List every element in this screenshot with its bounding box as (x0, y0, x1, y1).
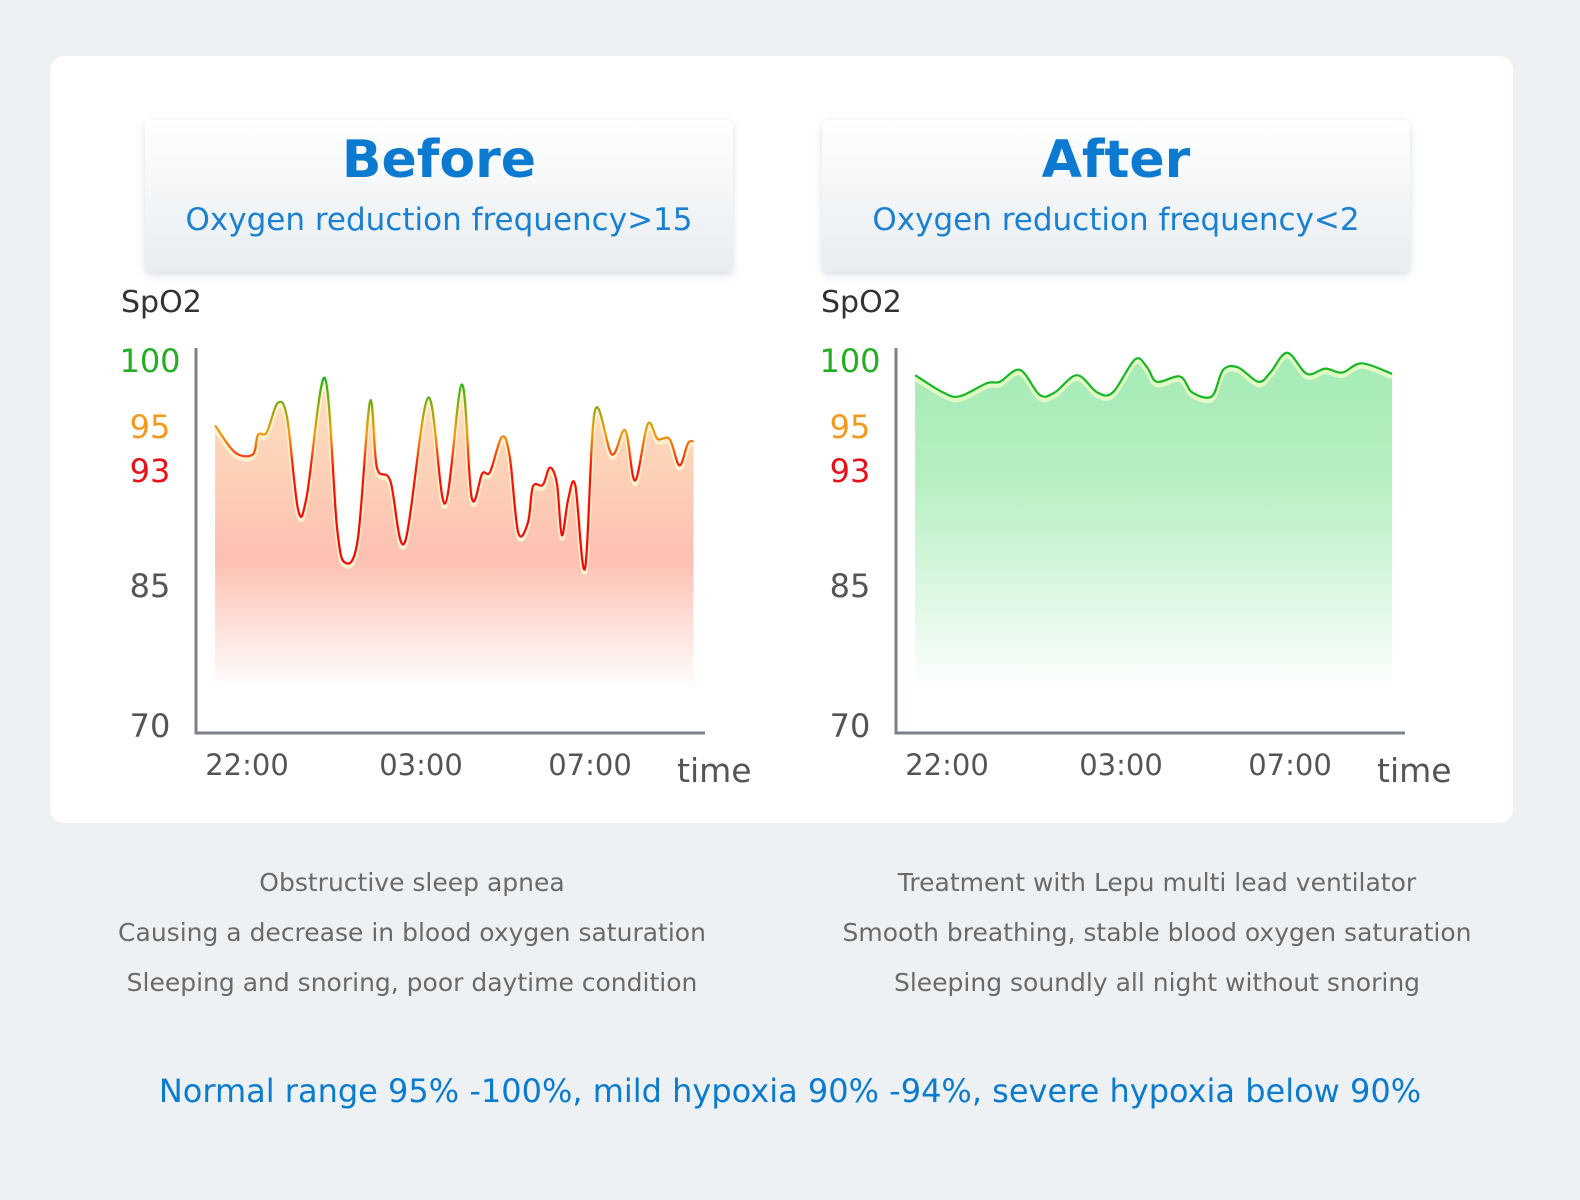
y-tick-label: 100 (819, 342, 881, 380)
before-desc-2: Causing a decrease in blood oxygen satur… (118, 918, 706, 947)
y-tick-label: 93 (129, 452, 171, 490)
axes (894, 348, 1405, 735)
x-tick-label: 03:00 (379, 748, 463, 782)
before-desc-3: Sleeping and snoring, poor daytime condi… (126, 968, 698, 997)
axes (194, 348, 705, 735)
after-desc-1: Treatment with Lepu multi lead ventilato… (897, 868, 1417, 897)
y-tick-label: 93 (829, 452, 871, 490)
after-subtitle: Oxygen reduction frequency<2 (872, 202, 1360, 238)
y-tick-label: 95 (829, 408, 871, 446)
area-fill (915, 352, 1393, 692)
x-axis-label: time (677, 751, 752, 790)
before-subtitle: Oxygen reduction frequency>15 (185, 202, 693, 238)
y-axis-label: SpO2 (821, 285, 902, 320)
y-tick-label: 85 (129, 567, 171, 605)
x-tick-label: 07:00 (1248, 748, 1332, 782)
after-title: After (1041, 130, 1191, 190)
after-desc-2: Smooth breathing, stable blood oxygen sa… (842, 918, 1472, 947)
y-tick-label: 70 (129, 707, 171, 745)
y-tick-label: 100 (119, 342, 181, 380)
x-axis-label: time (1377, 751, 1452, 790)
y-axis-label: SpO2 (121, 285, 202, 320)
y-tick-label: 95 (129, 408, 171, 446)
spo2-line (214, 376, 694, 571)
x-tick-label: 07:00 (548, 748, 632, 782)
after-header: After Oxygen reduction frequency<2 (822, 120, 1410, 272)
x-tick-label: 22:00 (205, 748, 289, 782)
x-tick-label: 22:00 (905, 748, 989, 782)
x-tick-label: 03:00 (1079, 748, 1163, 782)
line-glow (913, 353, 1394, 404)
y-tick-label: 85 (829, 567, 871, 605)
spo2-line (914, 351, 1393, 399)
y-tick-label: 70 (829, 707, 871, 745)
before-title: Before (341, 130, 537, 190)
before-desc-1: Obstructive sleep apnea (259, 868, 565, 897)
before-header: Before Oxygen reduction frequency>15 (145, 120, 733, 272)
footnote: Normal range 95% -100%, mild hypoxia 90%… (158, 1072, 1422, 1110)
after-desc-3: Sleeping soundly all night without snori… (893, 968, 1421, 997)
area-fill (215, 377, 694, 692)
